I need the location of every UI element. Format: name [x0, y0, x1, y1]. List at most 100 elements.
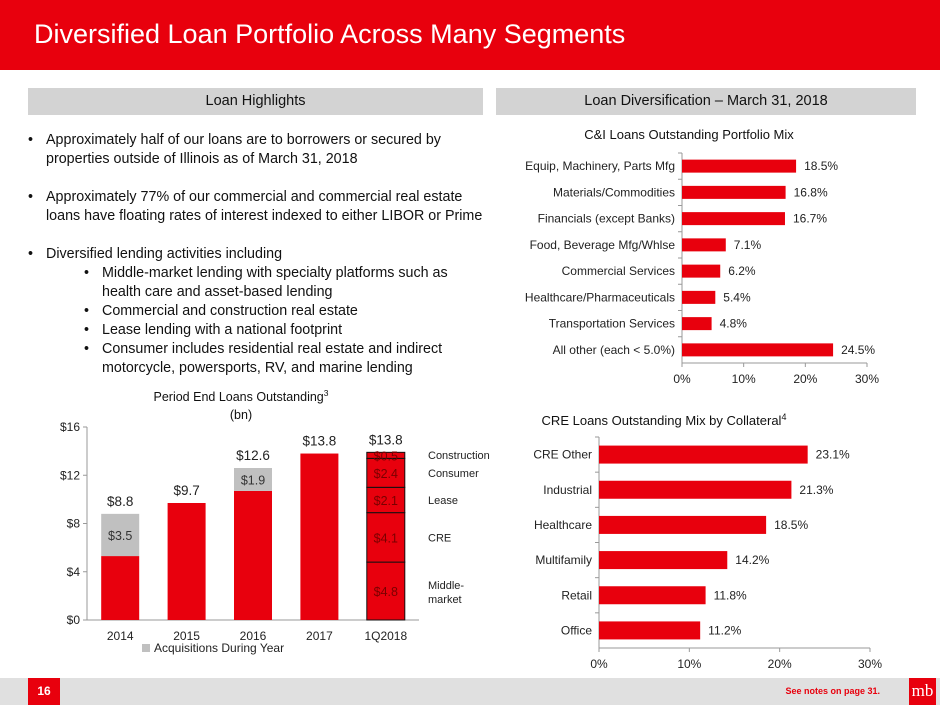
data-label: 24.5% [841, 343, 875, 357]
bullet-floating-rates: Approximately 77% of our commercial and … [28, 188, 488, 226]
bullet-line: Middle-market lending with specialty pla… [102, 265, 448, 281]
data-label: 16.7% [793, 212, 827, 226]
category-label: Equip, Machinery, Parts Mfg [525, 159, 675, 173]
data-label: 14.2% [735, 553, 769, 567]
bar-acquisition [234, 468, 272, 491]
segment-label: $4.1 [374, 531, 398, 545]
category-label: Healthcare/Pharmaceuticals [525, 290, 675, 304]
bullet-line: Consumer includes residential real estat… [102, 341, 443, 357]
data-label: 23.1% [816, 448, 850, 462]
x-tick-label: 2014 [107, 629, 134, 643]
data-label: 7.1% [734, 238, 762, 252]
loan-highlights-bar: Loan Highlights [28, 88, 483, 115]
bar-acquisition [101, 513, 140, 557]
segment-label: $2.1 [374, 494, 398, 508]
chart-title: Period End Loans Outstanding3 [154, 388, 329, 404]
mb-logo: mb [909, 678, 936, 705]
bar [599, 515, 767, 534]
chart-title: CRE Loans Outstanding Mix by Collateral4 [542, 412, 787, 428]
data-label: 18.5% [774, 518, 808, 532]
y-tick-label: $0 [67, 613, 81, 627]
bar [599, 621, 701, 640]
category-label: Transportation Services [549, 317, 675, 331]
y-tick-label: $16 [60, 420, 80, 434]
category-label: Industrial [543, 483, 592, 497]
y-tick-label: $12 [60, 468, 80, 482]
segment-name-construction: Construction [428, 450, 490, 462]
data-label: 11.2% [708, 623, 741, 637]
total-label: $13.8 [369, 432, 403, 447]
x-tick-label: 1Q2018 [364, 629, 407, 643]
category-label: All other (each < 5.0%) [553, 343, 675, 357]
bullet-line: Approximately 77% of our commercial and … [46, 189, 463, 205]
bar [682, 290, 716, 304]
bullet-outside-illinois: Approximately half of our loans are to b… [28, 131, 488, 169]
sub-bullet-consumer: Consumer includes residential real estat… [28, 340, 488, 378]
data-label: 18.5% [804, 159, 838, 173]
data-label: 11.8% [714, 588, 747, 602]
x-tick-label: 0% [673, 372, 691, 386]
acquisition-label: $1.9 [241, 473, 265, 487]
x-tick-label: 20% [793, 372, 817, 386]
bar [599, 586, 706, 605]
bar [682, 317, 712, 331]
total-label: $8.8 [107, 494, 133, 509]
x-tick-label: 2016 [240, 629, 267, 643]
bar [682, 264, 721, 278]
bar [599, 445, 808, 464]
footer-notes-link[interactable]: See notes on page 31. [785, 686, 880, 696]
y-tick-label: $4 [67, 565, 81, 579]
bullet-line: health care and asset-based lending [102, 284, 333, 300]
chart-subtitle: (bn) [230, 408, 252, 422]
page-title: Diversified Loan Portfolio Across Many S… [34, 19, 626, 49]
category-label: Multifamily [535, 553, 592, 567]
category-label: Materials/Commodities [553, 185, 675, 199]
total-label: $9.7 [173, 483, 199, 498]
data-label: 16.8% [794, 185, 828, 199]
footer-bar: 16 See notes on page 31. mb [0, 678, 940, 705]
bar-base [234, 490, 272, 620]
segment-bar [366, 451, 406, 459]
total-label: $13.8 [303, 434, 337, 449]
x-tick-label: 30% [855, 372, 879, 386]
bar [682, 343, 834, 357]
bar-base [300, 453, 339, 620]
x-tick-label: 10% [732, 372, 756, 386]
x-tick-label: 30% [858, 657, 882, 671]
category-label: CRE Other [533, 448, 592, 462]
cre-loans-chart: CRE Loans Outstanding Mix by Collateral4… [533, 412, 882, 671]
sub-bullet-lease: Lease lending with a national footprint [28, 321, 488, 340]
data-label: 4.8% [720, 317, 748, 331]
bullet-line: motorcycle, powersports, RV, and marine … [102, 360, 413, 376]
sub-bullet-commercial-re: Commercial and construction real estate [28, 302, 488, 321]
segment-label: $4.8 [374, 585, 398, 599]
data-label: 21.3% [799, 483, 833, 497]
segment-name-middle-market-2: market [428, 594, 462, 606]
segment-bar [366, 457, 406, 488]
y-tick-label: $8 [67, 517, 81, 531]
category-label: Office [561, 623, 592, 637]
category-label: Financials (except Banks) [538, 212, 675, 226]
bar-base [101, 556, 140, 620]
bullet-line: properties outside of Illinois as of Mar… [46, 151, 358, 167]
segment-name-middle-market-1: Middle- [428, 580, 464, 592]
bullet-diversified-lending: Diversified lending activities including [28, 245, 488, 264]
legend-label: Acquisitions During Year [154, 641, 284, 655]
category-label: Commercial Services [562, 264, 675, 278]
acquisition-label: $3.5 [108, 529, 132, 543]
loan-diversification-bar: Loan Diversification – March 31, 2018 [496, 88, 916, 115]
segment-label: $0.5 [374, 449, 398, 463]
loans-outstanding-chart: Period End Loans Outstanding3 (bn) $0 $4 $8 $… [60, 388, 490, 655]
bar-base [167, 502, 206, 620]
sub-bullet-middle-market: Middle-market lending with specialty pla… [28, 264, 488, 302]
segment-name-lease: Lease [428, 495, 458, 507]
category-label: Food, Beverage Mfg/Whlse [530, 238, 676, 252]
x-tick-label: 2015 [173, 629, 200, 643]
segment-name-consumer: Consumer [428, 468, 479, 480]
segment-name-cre: CRE [428, 532, 451, 544]
page-number: 16 [28, 678, 60, 705]
bar [682, 238, 726, 252]
chart-title: C&I Loans Outstanding Portfolio Mix [584, 127, 794, 142]
bar [599, 480, 792, 499]
x-tick-label: 2017 [306, 629, 333, 643]
